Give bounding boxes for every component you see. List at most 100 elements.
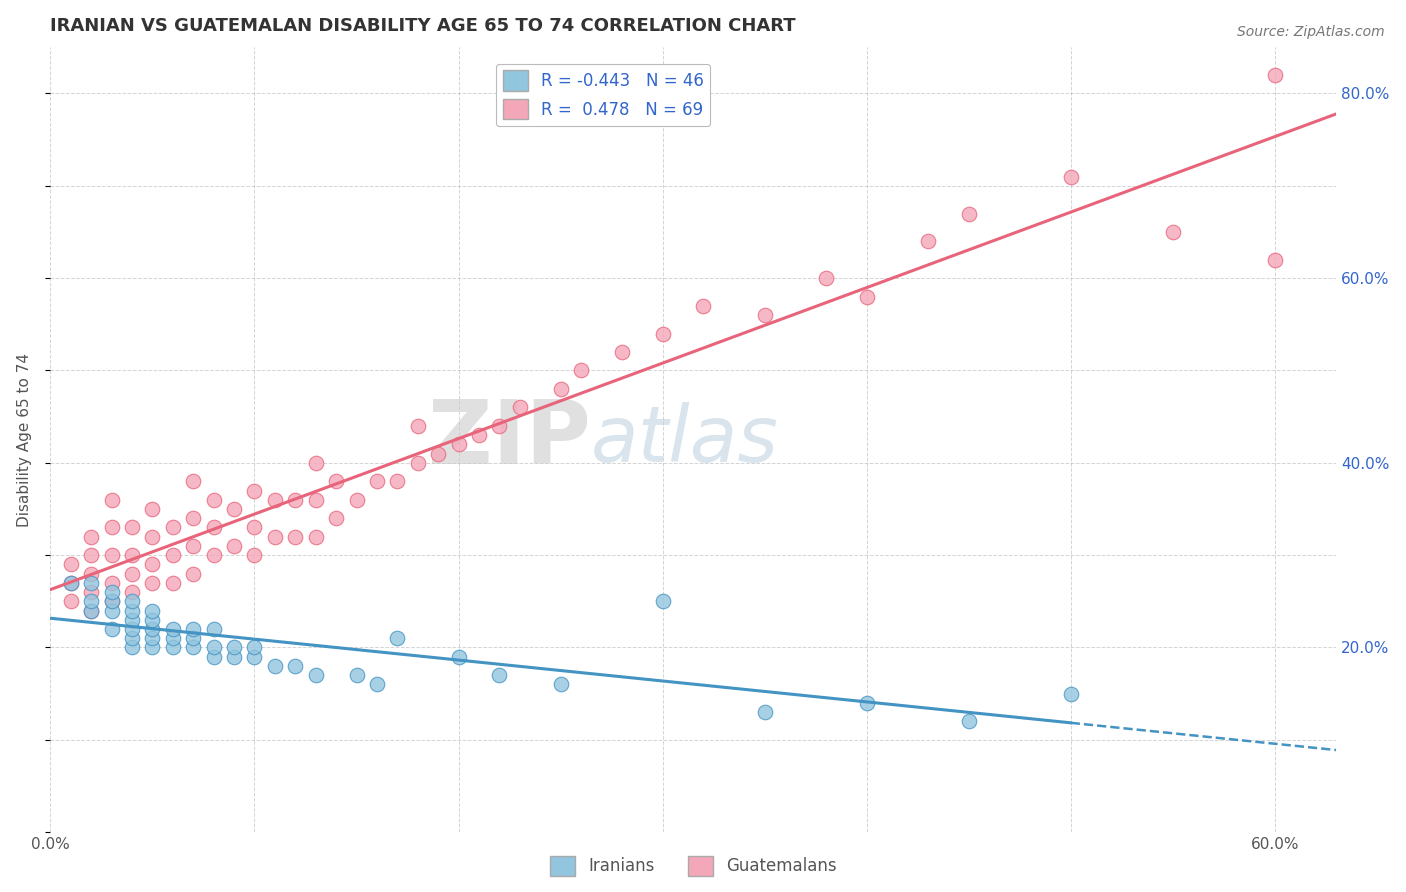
Point — [222, 502, 245, 516]
Point — [80, 530, 103, 544]
Point — [610, 345, 633, 359]
Point — [366, 677, 388, 691]
Point — [406, 456, 429, 470]
Point — [121, 603, 143, 617]
Point — [754, 705, 776, 719]
Point — [121, 632, 143, 646]
Point — [59, 575, 82, 590]
Point — [1060, 687, 1083, 701]
Point — [121, 640, 143, 655]
Point — [305, 668, 328, 682]
Point — [121, 520, 143, 534]
Point — [284, 659, 307, 673]
Point — [1264, 252, 1286, 267]
Point — [264, 530, 287, 544]
Point — [1161, 225, 1184, 239]
Point — [509, 401, 531, 415]
Point — [162, 520, 184, 534]
Point — [141, 622, 163, 636]
Point — [346, 668, 368, 682]
Point — [366, 475, 388, 489]
Point — [692, 299, 714, 313]
Text: ZIP: ZIP — [427, 396, 591, 483]
Point — [59, 594, 82, 608]
Point — [141, 613, 163, 627]
Point — [181, 511, 204, 525]
Point — [121, 548, 143, 562]
Point — [243, 483, 266, 498]
Point — [305, 530, 328, 544]
Point — [80, 603, 103, 617]
Point — [80, 585, 103, 599]
Point — [488, 668, 510, 682]
Point — [202, 649, 225, 664]
Point — [447, 649, 470, 664]
Point — [427, 447, 450, 461]
Point — [100, 585, 122, 599]
Point — [202, 492, 225, 507]
Point — [181, 632, 204, 646]
Text: IRANIAN VS GUATEMALAN DISABILITY AGE 65 TO 74 CORRELATION CHART: IRANIAN VS GUATEMALAN DISABILITY AGE 65 … — [51, 17, 796, 35]
Point — [284, 530, 307, 544]
Point — [243, 640, 266, 655]
Point — [100, 603, 122, 617]
Point — [141, 603, 163, 617]
Point — [305, 492, 328, 507]
Point — [264, 492, 287, 507]
Point — [222, 649, 245, 664]
Point — [181, 622, 204, 636]
Point — [202, 520, 225, 534]
Point — [59, 575, 82, 590]
Legend: Iranians, Guatemalans: Iranians, Guatemalans — [543, 849, 844, 883]
Point — [488, 418, 510, 433]
Point — [121, 585, 143, 599]
Point — [100, 594, 122, 608]
Point — [202, 640, 225, 655]
Point — [222, 539, 245, 553]
Point — [141, 632, 163, 646]
Point — [141, 502, 163, 516]
Text: atlas: atlas — [591, 401, 779, 478]
Point — [957, 714, 980, 729]
Point — [243, 548, 266, 562]
Point — [181, 475, 204, 489]
Point — [202, 622, 225, 636]
Point — [100, 548, 122, 562]
Point — [814, 271, 837, 285]
Point — [100, 594, 122, 608]
Point — [162, 575, 184, 590]
Point — [1060, 169, 1083, 184]
Y-axis label: Disability Age 65 to 74: Disability Age 65 to 74 — [17, 352, 32, 527]
Point — [141, 575, 163, 590]
Point — [100, 622, 122, 636]
Point — [181, 566, 204, 581]
Point — [855, 290, 877, 304]
Point — [264, 659, 287, 673]
Point — [80, 566, 103, 581]
Point — [141, 530, 163, 544]
Point — [162, 622, 184, 636]
Point — [141, 558, 163, 572]
Point — [305, 456, 328, 470]
Point — [243, 649, 266, 664]
Point — [181, 539, 204, 553]
Point — [406, 418, 429, 433]
Point — [387, 632, 409, 646]
Point — [80, 603, 103, 617]
Point — [243, 520, 266, 534]
Point — [447, 437, 470, 451]
Point — [550, 382, 572, 396]
Point — [162, 548, 184, 562]
Point — [957, 206, 980, 220]
Point — [651, 594, 673, 608]
Point — [141, 640, 163, 655]
Point — [754, 308, 776, 322]
Point — [855, 696, 877, 710]
Point — [121, 613, 143, 627]
Point — [346, 492, 368, 507]
Point — [387, 475, 409, 489]
Point — [162, 632, 184, 646]
Point — [222, 640, 245, 655]
Point — [121, 566, 143, 581]
Point — [550, 677, 572, 691]
